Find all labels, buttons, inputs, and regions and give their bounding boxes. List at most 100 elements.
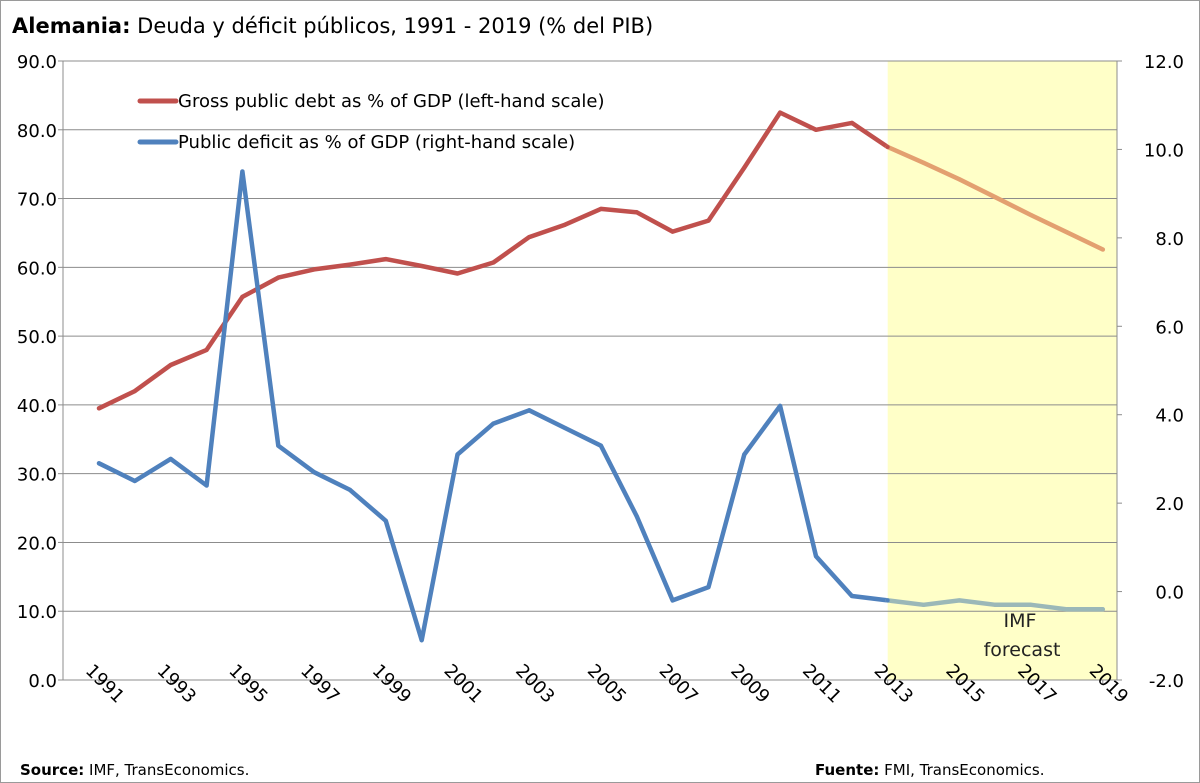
data-point-deficit [527, 408, 532, 413]
left-tick-label: 50.0 [17, 327, 57, 348]
data-point-deficit [132, 479, 137, 484]
data-point-debt [276, 275, 281, 280]
data-point-deficit [97, 461, 101, 466]
left-tick-label: 40.0 [17, 396, 57, 417]
data-point-deficit [598, 443, 603, 448]
fuente-text: FMI, TransEconomics. [879, 761, 1045, 779]
left-tick-label: 0.0 [28, 671, 57, 692]
data-point-debt [742, 165, 747, 170]
data-point-debt [993, 195, 998, 200]
data-point-debt [204, 347, 209, 352]
legend-label-debt: Gross public debt as % of GDP (left-hand… [178, 91, 605, 112]
data-point-debt [598, 206, 603, 211]
legend: Gross public debt as % of GDP (left-hand… [137, 91, 605, 153]
data-point-debt [849, 120, 854, 125]
forecast-annotation-line1: IMF [1004, 610, 1037, 632]
data-point-deficit [957, 598, 962, 603]
data-point-deficit [168, 456, 173, 461]
data-point-debt [1100, 247, 1105, 252]
legend-label-deficit: Public deficit as % of GDP (right-hand s… [178, 132, 575, 153]
right-axis-ticks: -2.0 0.0 2.0 4.0 6.0 8.0 10.0 12.0 [1117, 52, 1184, 692]
data-point-debt [1064, 230, 1069, 235]
data-point-deficit [419, 638, 424, 643]
data-point-deficit [742, 452, 747, 457]
data-point-debt [168, 362, 173, 367]
data-point-debt [132, 389, 137, 394]
source-label: Source: [20, 761, 85, 779]
data-point-debt [885, 144, 890, 149]
left-tick-label: 70.0 [17, 190, 57, 211]
data-point-debt [97, 406, 101, 411]
data-point-debt [921, 160, 926, 165]
data-point-deficit [1100, 607, 1105, 612]
right-tick-label: 0.0 [1155, 583, 1184, 604]
series-line-deficit [96, 169, 890, 643]
data-point-debt [347, 262, 352, 267]
right-tick-label: 10.0 [1144, 140, 1184, 161]
data-point-deficit [634, 514, 639, 519]
x-tick-label: 1993 [153, 660, 200, 707]
data-point-deficit [491, 421, 496, 426]
data-point-debt [419, 263, 424, 268]
source-text: IMF, TransEconomics. [84, 761, 250, 779]
data-point-debt [563, 222, 568, 227]
data-point-debt [312, 267, 317, 272]
right-tick-label: 2.0 [1155, 494, 1184, 515]
right-tick-label: 12.0 [1144, 52, 1184, 73]
left-tick-label: 80.0 [17, 121, 57, 142]
forecast-band [887, 61, 1117, 680]
left-tick-label: 60.0 [17, 258, 57, 279]
data-point-deficit [347, 487, 352, 492]
right-tick-label: 6.0 [1155, 317, 1184, 338]
right-tick-label: -2.0 [1149, 671, 1184, 692]
data-point-debt [240, 294, 245, 299]
data-point-deficit [814, 554, 818, 559]
source-note: Source: IMF, TransEconomics. [20, 761, 249, 779]
fuente-label: Fuente: [815, 761, 880, 779]
right-tick-label: 4.0 [1155, 406, 1184, 427]
x-tick-label: 2007 [655, 660, 702, 707]
data-point-debt [778, 110, 783, 115]
left-tick-label: 30.0 [17, 465, 57, 486]
data-point-deficit [778, 403, 783, 408]
left-tick-label: 20.0 [17, 533, 57, 554]
data-point-debt [527, 235, 532, 240]
data-point-deficit [455, 452, 460, 457]
data-point-deficit [563, 425, 568, 430]
data-point-deficit [993, 602, 998, 607]
data-point-debt [383, 257, 388, 262]
data-point-deficit [706, 585, 711, 590]
data-point-debt [1029, 213, 1034, 218]
data-point-deficit [204, 483, 209, 488]
series-layer [96, 110, 1106, 643]
data-point-deficit [1064, 607, 1069, 612]
data-point-deficit [1029, 602, 1034, 607]
x-tick-label: 2005 [583, 660, 630, 707]
right-tick-label: 8.0 [1155, 229, 1184, 250]
fuente-note: Fuente: FMI, TransEconomics. [815, 761, 1045, 779]
data-point-debt [814, 127, 818, 132]
data-point-deficit [276, 443, 281, 448]
data-point-debt [491, 260, 496, 265]
data-point-debt [670, 229, 675, 234]
forecast-annotation-line2: forecast [984, 639, 1061, 661]
chart-title: Alemania: Deuda y déficit públicos, 1991… [12, 14, 653, 38]
x-tick-label: 1997 [296, 660, 343, 707]
data-point-deficit [312, 470, 317, 475]
x-tick-label: 1999 [368, 660, 415, 707]
x-tick-label: 2001 [440, 660, 487, 707]
left-tick-label: 10.0 [17, 602, 57, 623]
x-tick-label: 2003 [511, 660, 558, 707]
data-point-debt [706, 218, 711, 223]
x-tick-label: 2009 [726, 660, 773, 707]
x-tick-label: 2011 [798, 660, 845, 707]
data-point-deficit [240, 169, 245, 174]
chart-title-text: Deuda y déficit públicos, 1991 - 2019 (%… [130, 14, 654, 38]
line-chart: 0.010.020.030.040.050.060.070.080.090.0 … [17, 52, 1184, 708]
data-point-deficit [670, 598, 675, 603]
left-axis-ticks: 0.0 10.0 20.0 30.0 40.0 50.0 60.0 70.0 80.0 90.0 [17, 52, 63, 692]
left-tick-label: 90.0 [17, 52, 57, 73]
data-point-deficit [383, 518, 388, 523]
x-tick-label: 1991 [81, 660, 128, 707]
data-point-debt [634, 210, 639, 215]
